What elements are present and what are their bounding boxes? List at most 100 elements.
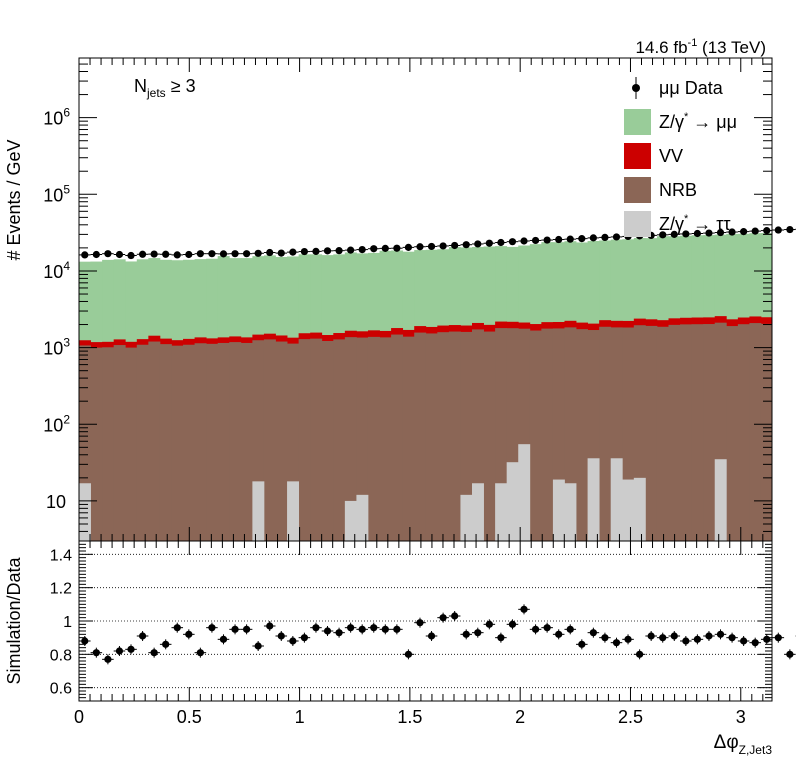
ratio-point: [206, 622, 218, 633]
data-point: [136, 250, 149, 258]
y-tick-label: 106: [43, 106, 70, 129]
ratio-point: [564, 624, 577, 635]
legend-entry-nrb: NRB: [624, 177, 697, 203]
ratio-point: [136, 631, 149, 641]
x-tick-label: 0.5: [177, 707, 202, 727]
data-point: [610, 233, 623, 241]
data-point: [402, 243, 415, 251]
data-point: [784, 225, 796, 234]
nrb-bar: [529, 330, 542, 541]
nrb-bar: [102, 347, 115, 541]
data-point: [367, 245, 380, 253]
data-point: [552, 235, 565, 244]
y-tick-label: 10: [46, 492, 66, 512]
data-point: [229, 250, 241, 258]
nrb-bar: [760, 323, 773, 541]
data-point: [425, 242, 438, 251]
data-point: [240, 250, 253, 258]
data-point: [414, 243, 426, 251]
data-point: [310, 247, 322, 255]
data-point: [217, 250, 230, 258]
data-point: [737, 228, 750, 236]
ratio-point: [483, 619, 496, 630]
ratio-point: [495, 632, 507, 643]
ratio-y-tick-label: 1.2: [50, 581, 72, 598]
ratio-point: [448, 611, 461, 621]
nrb-bar: [379, 337, 392, 541]
data-point: [356, 245, 368, 254]
ratio-point: [240, 624, 253, 635]
x-tick-label: 0: [74, 707, 84, 727]
ratio-point: [703, 631, 715, 641]
nrb-bar: [183, 344, 195, 541]
nrb-bar: [437, 332, 450, 541]
data-point: [113, 250, 126, 259]
data-point: [656, 231, 669, 239]
data-point: [194, 250, 207, 258]
nrb-bar: [206, 343, 219, 541]
ratio-point: [171, 622, 184, 633]
data-point: [668, 230, 681, 238]
annotation-base: N: [134, 76, 147, 96]
ratio-point: [275, 631, 288, 641]
nrb-bar: [333, 339, 346, 541]
ratio-point: [772, 632, 785, 643]
nrb-bar: [668, 324, 681, 541]
main-y-axis-ticks: 10 102 103 104 105 106: [43, 57, 772, 542]
ratio-point: [391, 624, 403, 635]
nrb-bar: [656, 326, 669, 541]
data-point: [437, 242, 449, 250]
nrb-bar: [726, 326, 739, 541]
nrb-bar: [263, 339, 276, 541]
ratio-point: [726, 632, 738, 643]
ztt-bar: [356, 494, 369, 541]
nrb-bar: [599, 326, 612, 541]
ratio-point: [691, 634, 704, 645]
y-tick-label: 102: [43, 412, 70, 435]
ratio-y-tick-label: 0.6: [50, 681, 72, 698]
ztt-bar: [472, 483, 484, 541]
lumi-suffix: (13 TeV): [697, 38, 766, 57]
nrb-bar: [680, 324, 693, 541]
data-point: [379, 244, 392, 252]
main-stack-bars: [79, 233, 773, 542]
legend-label: μμ Data: [659, 78, 724, 98]
data-point: [529, 236, 542, 245]
ratio-point: [656, 632, 669, 643]
ratio-point: [113, 646, 126, 656]
ratio-point: [460, 629, 472, 640]
nrb-bar: [414, 332, 427, 541]
nrb-bar: [356, 337, 369, 541]
ztt-bar: [252, 481, 265, 541]
data-point: [287, 248, 299, 256]
data-point: [760, 227, 773, 235]
ratio-y-tick-label: 0.8: [50, 647, 72, 664]
legend-entry-vv: VV: [624, 143, 683, 169]
ratio-point: [263, 621, 276, 631]
nrb-bar: [321, 340, 334, 541]
data-point: [599, 233, 611, 242]
lumi-label: 14.6 fb-1 (13 TeV): [636, 37, 766, 57]
legend-entry-ztt: Z/γ* → ττ: [624, 211, 731, 237]
data-point: [703, 229, 715, 237]
ztt-bar: [495, 483, 508, 541]
x-axis-label: ΔφZ,Jet3: [714, 732, 773, 757]
data-point: [90, 250, 103, 259]
legend-label: NRB: [659, 180, 697, 200]
data-point: [252, 249, 264, 257]
data-point: [298, 247, 311, 256]
x-axis-label-base: Δφ: [714, 732, 739, 753]
ztt-bar: [518, 444, 531, 541]
nrb-bar: [495, 328, 508, 541]
ztt-bar: [610, 458, 623, 541]
data-point: [321, 247, 334, 255]
y-tick-label: 104: [43, 259, 70, 282]
ratio-y-tick-label: 1.4: [50, 547, 72, 564]
legend-label: Z/γ* → ττ: [659, 213, 731, 234]
x-tick-label: 2: [515, 707, 525, 727]
nrb-bar: [518, 328, 531, 541]
data-point: [726, 228, 738, 236]
nrb-bar: [229, 342, 242, 541]
nrb-bar: [194, 343, 207, 541]
